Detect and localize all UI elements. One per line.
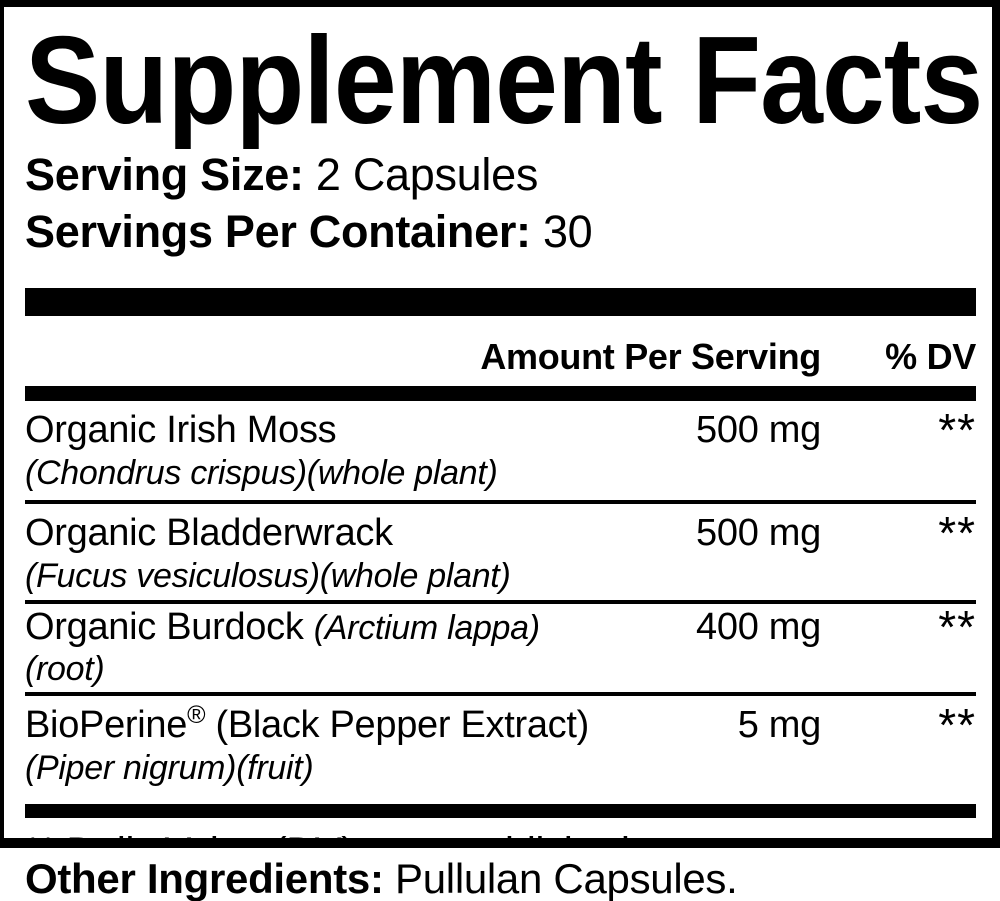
- ingredient-dv: **: [938, 403, 976, 456]
- ingredient-latin-subtext: (Fucus vesiculosus)(whole plant): [25, 556, 511, 595]
- ingredient-amount: 500 mg: [696, 511, 821, 554]
- amount-column-header: Amount Per Serving: [480, 335, 821, 377]
- ingredient-dv: **: [938, 600, 976, 653]
- ingredient-dv: **: [938, 698, 976, 751]
- ingredient-row-main: Organic Burdock (Arctium lappa)(root) 40…: [25, 600, 976, 689]
- ingredient-row-main: Organic Irish Moss 500 mg **: [25, 403, 976, 456]
- ingredient-name-suffix: (Black Pepper Extract): [205, 703, 589, 746]
- top-divider-bar: [25, 287, 976, 316]
- other-ingredients-line: Other Ingredients: Pullulan Capsules.: [25, 856, 1000, 901]
- ingredient-name: BioPerine® (Black Pepper Extract): [25, 700, 591, 747]
- serving-size-line: Serving Size: 2 Capsules: [25, 146, 976, 203]
- ingredient-row-main: Organic Bladderwrack 500 mg **: [25, 506, 976, 559]
- daily-value-footnote: ** Daily Value (DV) not established: [25, 818, 976, 838]
- ingredient-name-text: Organic Burdock: [25, 605, 314, 648]
- ingredient-latin-subtext: (Chondrus crispus)(whole plant): [25, 453, 498, 492]
- header-divider-bar: [25, 385, 976, 401]
- ingredient-name: Organic Burdock (Arctium lappa)(root): [25, 607, 591, 689]
- ingredient-amount: 400 mg: [696, 605, 821, 648]
- ingredient-name: Organic Irish Moss: [25, 408, 337, 451]
- ingredient-row-irish-moss: Organic Irish Moss 500 mg ** (Chondrus c…: [25, 401, 976, 500]
- ingredient-amount: 5 mg: [737, 703, 822, 746]
- row-separator: [25, 499, 976, 504]
- row-separator: [25, 599, 976, 604]
- ingredient-row-burdock: Organic Burdock (Arctium lappa)(root) 40…: [25, 604, 976, 692]
- servings-per-container-label: Servings Per Container:: [25, 205, 531, 257]
- servings-per-container-line: Servings Per Container: 30: [25, 203, 976, 260]
- row-separator: [25, 691, 976, 696]
- column-header-row: Amount Per Serving % DV: [25, 326, 976, 378]
- panel-content: Supplement Facts Serving Size: 2 Capsule…: [4, 12, 992, 838]
- other-ingredients-value: Pullulan Capsules.: [383, 855, 738, 901]
- ingredient-name: Organic Bladderwrack: [25, 511, 393, 554]
- ingredient-dv: **: [938, 506, 976, 559]
- ingredient-name-text: BioPerine: [25, 703, 188, 746]
- serving-size-value: 2 Capsules: [303, 148, 539, 200]
- ingredient-row-main: BioPerine® (Black Pepper Extract) 5 mg *…: [25, 698, 976, 751]
- ingredient-row-bioperine: BioPerine® (Black Pepper Extract) 5 mg *…: [25, 696, 976, 804]
- serving-size-label: Serving Size:: [25, 148, 304, 200]
- registered-trademark-icon: ®: [187, 700, 206, 729]
- supplement-facts-panel: Supplement Facts Serving Size: 2 Capsule…: [0, 0, 1000, 848]
- panel-title: Supplement Facts: [25, 12, 983, 150]
- ingredient-latin-subtext: (Piper nigrum)(fruit): [25, 748, 314, 787]
- ingredient-row-bladderwrack: Organic Bladderwrack 500 mg ** (Fucus ve…: [25, 504, 976, 600]
- ingredient-amount: 500 mg: [696, 408, 821, 451]
- servings-per-container-value: 30: [530, 205, 593, 257]
- dv-column-header: % DV: [885, 335, 976, 377]
- other-ingredients-label: Other Ingredients:: [25, 855, 384, 901]
- footnote-divider-bar: [25, 803, 976, 818]
- ingredient-latin-inline: (Arctium lappa)(root): [25, 608, 540, 688]
